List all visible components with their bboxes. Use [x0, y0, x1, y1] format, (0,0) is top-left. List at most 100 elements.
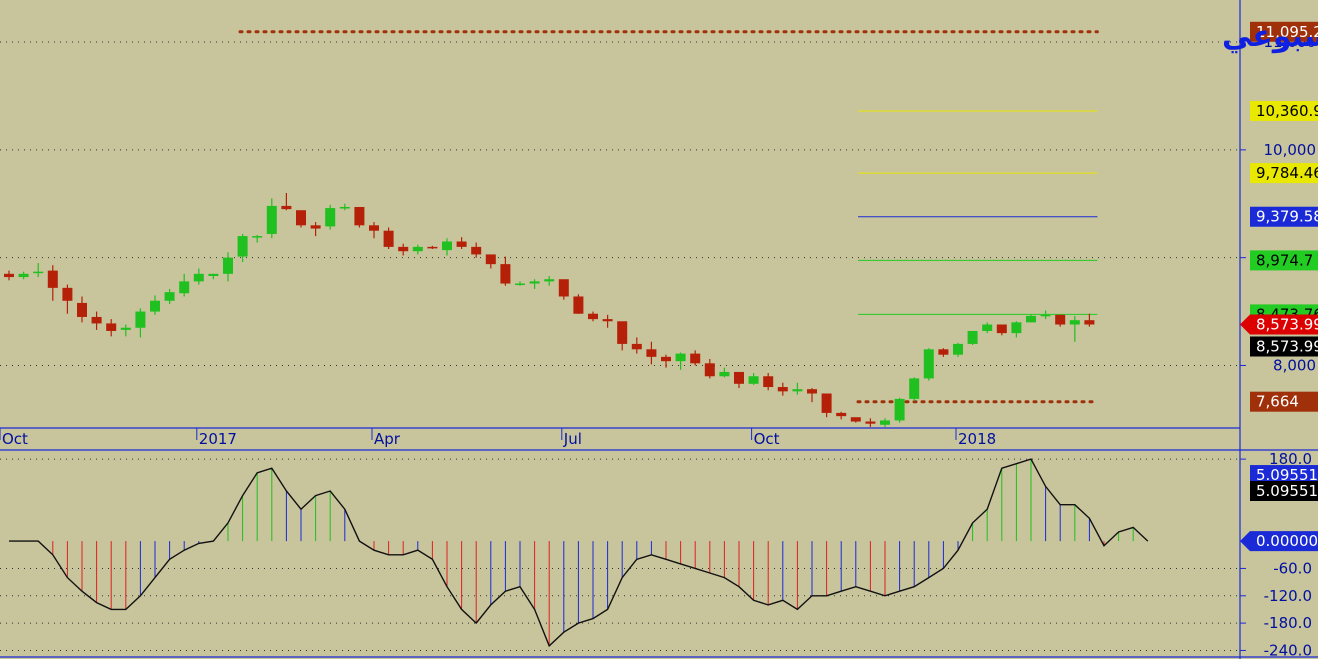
candle[interactable]: [281, 192, 292, 211]
level-price-tag: 9,379.58: [1250, 206, 1318, 227]
candle[interactable]: [369, 222, 379, 239]
candle[interactable]: [982, 322, 993, 334]
candle[interactable]: [354, 206, 365, 228]
osc-value-tag: 5.09551: [1250, 465, 1318, 486]
candle[interactable]: [602, 314, 613, 328]
candle[interactable]: [398, 243, 409, 256]
candle[interactable]: [150, 295, 160, 315]
candle[interactable]: [544, 275, 555, 286]
candle[interactable]: [1040, 310, 1051, 320]
candle[interactable]: [967, 330, 978, 345]
candle[interactable]: [456, 237, 467, 250]
candle[interactable]: [807, 388, 817, 403]
candle[interactable]: [412, 244, 423, 255]
date-label: 2018: [958, 430, 996, 448]
svg-text:8,573.99: 8,573.99: [1256, 338, 1318, 356]
candle[interactable]: [223, 252, 233, 282]
oscillator-plot[interactable]: [9, 458, 1149, 648]
candle[interactable]: [164, 288, 175, 305]
svg-text:11,095.2: 11,095.2: [1256, 23, 1318, 41]
price-tick-label: 8,000: [1273, 356, 1316, 374]
candle[interactable]: [763, 373, 774, 391]
candle[interactable]: [865, 418, 876, 427]
date-label: Oct: [754, 430, 780, 448]
candle[interactable]: [880, 418, 890, 427]
date-axis-labels: Oct 2017 Apr Jul Oct 2018: [0, 428, 996, 448]
candle[interactable]: [777, 382, 788, 396]
candle[interactable]: [558, 279, 569, 300]
candle[interactable]: [442, 238, 452, 256]
candle[interactable]: [953, 342, 963, 357]
candle[interactable]: [208, 273, 219, 280]
candle[interactable]: [237, 233, 248, 262]
candle[interactable]: [792, 382, 803, 395]
candle[interactable]: [500, 256, 511, 286]
date-label: 2017: [199, 430, 237, 448]
svg-text:0.00000: 0.00000: [1256, 532, 1318, 550]
candle[interactable]: [193, 268, 204, 285]
candle[interactable]: [135, 308, 146, 338]
osc-tick-label: -60.0: [1273, 559, 1312, 577]
candle[interactable]: [1084, 313, 1095, 327]
candle[interactable]: [646, 341, 657, 365]
candlesticks[interactable]: [4, 192, 1095, 427]
candle[interactable]: [996, 324, 1007, 336]
candle[interactable]: [850, 417, 861, 423]
candle[interactable]: [427, 245, 438, 250]
candle[interactable]: [734, 371, 744, 389]
candle[interactable]: [573, 294, 584, 314]
candle[interactable]: [106, 319, 117, 337]
candle[interactable]: [266, 198, 277, 239]
candle[interactable]: [1011, 321, 1022, 338]
candle[interactable]: [515, 281, 525, 286]
candle[interactable]: [383, 227, 394, 250]
candle[interactable]: [923, 348, 934, 381]
candle[interactable]: [748, 373, 759, 385]
candle[interactable]: [296, 210, 306, 228]
date-label: Oct: [2, 430, 28, 448]
candle[interactable]: [339, 203, 350, 211]
candle[interactable]: [1026, 314, 1036, 323]
candle[interactable]: [529, 279, 540, 289]
candle[interactable]: [690, 350, 701, 366]
candle[interactable]: [33, 263, 44, 278]
candle[interactable]: [47, 265, 58, 301]
candle[interactable]: [617, 321, 628, 351]
svg-text:9,784.46: 9,784.46: [1256, 164, 1318, 182]
candle[interactable]: [179, 273, 190, 297]
candle[interactable]: [719, 367, 730, 378]
candle[interactable]: [485, 254, 496, 269]
candle[interactable]: [471, 242, 482, 258]
osc-tick-label: -120.0: [1264, 587, 1312, 605]
candle[interactable]: [62, 284, 73, 314]
price-tick-label: 10,000: [1264, 141, 1317, 159]
candle[interactable]: [675, 352, 686, 370]
candle[interactable]: [909, 377, 920, 402]
osc-tick-label: 180.0: [1269, 450, 1312, 468]
candle[interactable]: [836, 411, 847, 420]
candle[interactable]: [588, 311, 598, 322]
level-price-tag: 8,974.7: [1250, 250, 1318, 271]
osc-tick-label: -180.0: [1264, 614, 1312, 632]
candle[interactable]: [1055, 314, 1066, 327]
close-price-tag: 8,573.99: [1250, 336, 1318, 357]
candle[interactable]: [704, 359, 715, 379]
candle[interactable]: [894, 397, 905, 423]
candle[interactable]: [120, 324, 131, 337]
candle[interactable]: [631, 337, 642, 354]
candle[interactable]: [252, 235, 263, 243]
candle[interactable]: [325, 204, 336, 230]
candle[interactable]: [310, 222, 321, 237]
candle[interactable]: [77, 296, 87, 323]
candle[interactable]: [661, 354, 671, 368]
osc-value-tag: 5.09551: [1250, 481, 1318, 501]
candle[interactable]: [821, 393, 832, 418]
date-label: Jul: [563, 430, 582, 448]
candle[interactable]: [18, 271, 29, 280]
level-price-tag: 7,664: [1250, 391, 1318, 412]
candle[interactable]: [938, 348, 949, 357]
candle[interactable]: [1069, 315, 1080, 342]
candle[interactable]: [91, 311, 102, 330]
candle[interactable]: [4, 270, 14, 281]
